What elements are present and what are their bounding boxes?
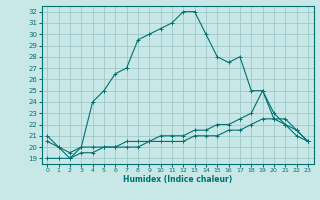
X-axis label: Humidex (Indice chaleur): Humidex (Indice chaleur) [123,175,232,184]
